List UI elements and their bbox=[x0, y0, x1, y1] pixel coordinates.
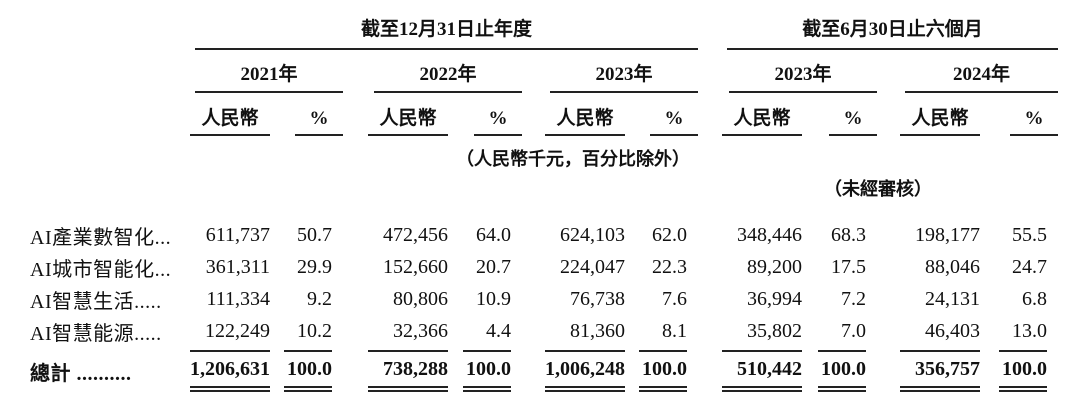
cell-value: 35,802 bbox=[747, 319, 803, 342]
total-value: 738,288 bbox=[368, 350, 448, 392]
col-header-rmb: 人民幣 bbox=[722, 93, 803, 136]
total-row: 總計 .......... 1,206,631 100.0 738,288 10… bbox=[30, 347, 1058, 392]
total-value: 1,006,248 bbox=[545, 350, 625, 392]
cell-value: 611,737 bbox=[205, 223, 270, 246]
cell-value: 29.9 bbox=[297, 255, 332, 278]
total-value: 356,757 bbox=[900, 350, 981, 392]
total-value: 100.0 bbox=[818, 350, 867, 392]
total-value: 1,206,631 bbox=[190, 350, 270, 392]
cell-value: 13.0 bbox=[1012, 319, 1048, 342]
table-row: AI智慧生活..... 111,334 9.2 80,806 10.9 76,7… bbox=[30, 283, 1058, 315]
cell-value: 62.0 bbox=[652, 223, 688, 246]
row-label: AI城市智能化... bbox=[30, 258, 172, 281]
cell-value: 24.7 bbox=[1012, 255, 1048, 278]
cell-value: 7.6 bbox=[662, 287, 688, 310]
total-value: 510,442 bbox=[722, 350, 803, 392]
cell-value: 8.1 bbox=[662, 319, 688, 342]
unaudited-note-row: （未經審核） bbox=[30, 171, 1058, 219]
year-header-2023-interim: 2023年 bbox=[729, 50, 878, 93]
cell-value: 76,738 bbox=[570, 287, 625, 310]
cell-value: 472,456 bbox=[383, 223, 448, 246]
col-header-pct: % bbox=[650, 98, 699, 136]
cell-value: 10.9 bbox=[476, 287, 511, 310]
total-value: 100.0 bbox=[463, 350, 511, 392]
year-header-2024-interim: 2024年 bbox=[905, 50, 1059, 93]
col-header-rmb: 人民幣 bbox=[190, 93, 270, 136]
cell-value: 4.4 bbox=[486, 319, 511, 342]
cell-value: 32,366 bbox=[393, 319, 448, 342]
cell-value: 9.2 bbox=[307, 287, 332, 310]
cell-value: 22.3 bbox=[652, 255, 688, 278]
cell-value: 50.7 bbox=[297, 223, 332, 246]
cell-value: 55.5 bbox=[1012, 223, 1048, 246]
cell-value: 361,311 bbox=[205, 255, 270, 278]
cell-value: 348,446 bbox=[737, 223, 803, 246]
cell-value: 224,047 bbox=[560, 255, 625, 278]
units-note: （人民幣千元，百分比除外） bbox=[456, 149, 691, 169]
col-header-rmb: 人民幣 bbox=[900, 93, 981, 136]
cell-value: 6.8 bbox=[1022, 287, 1048, 310]
section-header-annual: 截至12月31日止年度 bbox=[195, 14, 699, 50]
section-header-row: 截至12月31日止年度 截至6月30日止六個月 bbox=[30, 14, 1059, 50]
units-note-row: （人民幣千元，百分比除外） bbox=[30, 136, 1058, 171]
col-header-rmb: 人民幣 bbox=[545, 93, 625, 136]
cell-value: 88,046 bbox=[925, 255, 981, 278]
row-label: AI智慧生活..... bbox=[30, 290, 162, 313]
cell-value: 89,200 bbox=[747, 255, 803, 278]
col-header-rmb: 人民幣 bbox=[368, 93, 448, 136]
cell-value: 24,131 bbox=[925, 287, 981, 310]
cell-value: 198,177 bbox=[915, 223, 981, 246]
row-label: AI產業數智化... bbox=[30, 226, 172, 249]
total-value: 100.0 bbox=[284, 350, 332, 392]
cell-value: 36,994 bbox=[747, 287, 803, 310]
cell-value: 10.2 bbox=[297, 319, 332, 342]
segment-revenue-table: 截至12月31日止年度 截至6月30日止六個月 2021年 2022年 2023… bbox=[30, 14, 1059, 392]
col-header-row: 人民幣 % 人民幣 % 人民幣 % 人民幣 % 人民幣 % bbox=[30, 93, 1059, 136]
year-header-2022: 2022年 bbox=[374, 50, 522, 93]
year-header-row: 2021年 2022年 2023年 2023年 2024年 bbox=[30, 50, 1059, 93]
col-header-pct: % bbox=[829, 98, 878, 136]
cell-value: 7.2 bbox=[841, 287, 867, 310]
cell-value: 20.7 bbox=[476, 255, 511, 278]
cell-value: 17.5 bbox=[831, 255, 867, 278]
cell-value: 68.3 bbox=[831, 223, 867, 246]
row-label: AI智慧能源..... bbox=[30, 322, 162, 345]
cell-value: 80,806 bbox=[393, 287, 448, 310]
col-header-pct: % bbox=[295, 98, 343, 136]
col-header-pct: % bbox=[1010, 98, 1059, 136]
table-row: AI城市智能化... 361,311 29.9 152,660 20.7 224… bbox=[30, 251, 1058, 283]
total-label: 總計 .......... bbox=[30, 363, 132, 385]
cell-value: 122,249 bbox=[205, 319, 270, 342]
cell-value: 81,360 bbox=[570, 319, 625, 342]
cell-value: 152,660 bbox=[383, 255, 448, 278]
cell-value: 111,334 bbox=[206, 287, 270, 310]
cell-value: 7.0 bbox=[841, 319, 867, 342]
col-header-pct: % bbox=[474, 98, 522, 136]
table-row: AI智慧能源..... 122,249 10.2 32,366 4.4 81,3… bbox=[30, 315, 1058, 347]
year-header-2021: 2021年 bbox=[195, 50, 343, 93]
cell-value: 624,103 bbox=[560, 223, 625, 246]
section-header-interim: 截至6月30日止六個月 bbox=[727, 14, 1059, 50]
year-header-2023: 2023年 bbox=[550, 50, 699, 93]
total-value: 100.0 bbox=[639, 350, 688, 392]
cell-value: 64.0 bbox=[476, 223, 511, 246]
total-value: 100.0 bbox=[999, 350, 1048, 392]
table-row: AI產業數智化... 611,737 50.7 472,456 64.0 624… bbox=[30, 219, 1058, 251]
unaudited-note: （未經審核） bbox=[824, 179, 933, 199]
cell-value: 46,403 bbox=[925, 319, 981, 342]
